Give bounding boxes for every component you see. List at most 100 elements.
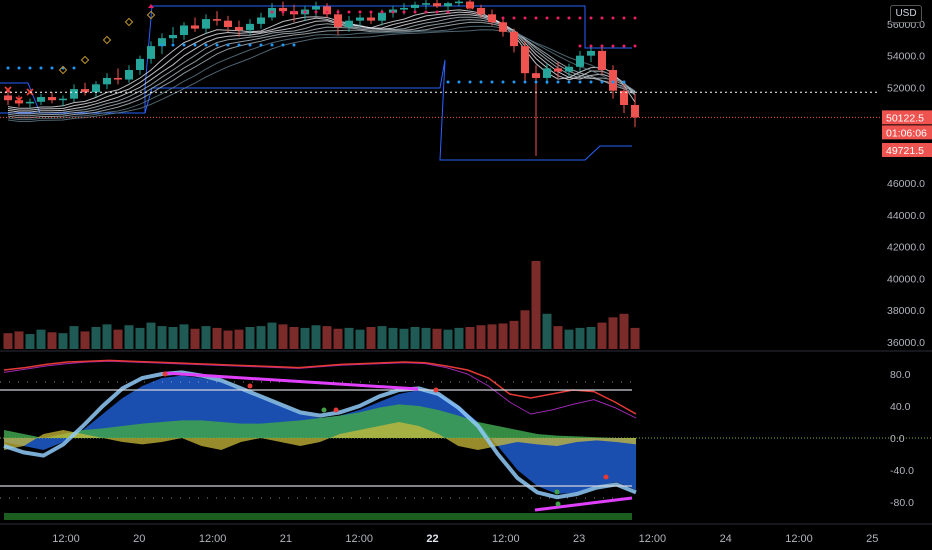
osc-tick-label: 40.0 [890, 401, 911, 413]
rsi-line [3, 359, 637, 415]
lower-channel [0, 59, 632, 161]
volume-bar [157, 326, 167, 349]
osc-tick-label: 0.0 [890, 433, 905, 445]
countdown-tag [882, 125, 932, 140]
volume-bar [267, 322, 277, 349]
signal-dot [567, 16, 571, 20]
signal-dot [347, 10, 351, 14]
signal-dot [578, 16, 582, 20]
volume-bar [443, 329, 453, 349]
signal-dot [501, 16, 505, 20]
last-price-text: 50122.5 [886, 112, 924, 124]
signal-dot [281, 10, 285, 14]
signal-dot [369, 10, 373, 14]
volume-bar [542, 313, 552, 349]
signal-dot [611, 16, 615, 20]
signal-dot [391, 10, 395, 14]
candle-body [521, 46, 529, 74]
signal-dot [259, 43, 263, 47]
volume-bar [25, 334, 35, 349]
candle-body [180, 25, 188, 35]
candle-body [213, 19, 221, 21]
candle-body [620, 90, 628, 105]
signal-dot [556, 80, 560, 84]
signal-dot [303, 10, 307, 14]
signal-dot [611, 80, 615, 84]
time-axis[interactable]: 12:00 20 12:00 21 12:00 22 12:00 23 12:00 24 12:00… [52, 533, 878, 545]
signal-dot [446, 10, 450, 14]
signal-dot [567, 80, 571, 84]
osc-signal-dot [321, 407, 327, 413]
volume-bar [333, 328, 343, 349]
ma-line-7 [7, 19, 636, 117]
time-tick-label: 20 [133, 533, 145, 545]
volume-bar [58, 333, 68, 349]
volume-bar [355, 329, 365, 349]
candle-body [576, 55, 584, 67]
candle-body [455, 1, 463, 4]
candle-body [444, 3, 452, 7]
signal-dot [325, 10, 329, 14]
time-tick-label: 25 [866, 533, 878, 545]
candle-body [565, 66, 573, 72]
volume-bar [234, 329, 244, 349]
candle-body [334, 14, 342, 28]
signal-markers [4, 2, 637, 104]
volume-bar [322, 326, 332, 349]
candle-body [400, 7, 408, 10]
ma-line-4 [7, 11, 636, 111]
price-tick-label: 36000.0 [887, 337, 925, 349]
price-tick-label: 44000.0 [887, 210, 925, 222]
triangle-marker [148, 4, 154, 8]
signal-dot [633, 44, 637, 48]
candle-body [246, 23, 254, 31]
signal-dot [182, 43, 186, 47]
signal-dot [292, 43, 296, 47]
signal-dot [622, 44, 626, 48]
ma-line-8 [7, 21, 636, 119]
volume-bar [311, 325, 321, 349]
signal-dot [39, 66, 43, 70]
time-tick-label: 12:00 [52, 533, 80, 545]
volume-bar [377, 326, 387, 349]
volume-bars [3, 261, 640, 349]
candle-body [499, 22, 507, 32]
signal-dot [215, 43, 219, 47]
diamond-marker [80, 55, 90, 65]
last-price-tag [882, 110, 932, 125]
signal-dot [578, 44, 582, 48]
ma-line-6 [7, 16, 636, 115]
signal-dot [534, 80, 538, 84]
candle-body [37, 97, 45, 102]
signal-dot [248, 43, 252, 47]
currency-button[interactable]: USD [890, 5, 922, 23]
sell-cross-marker [15, 96, 23, 104]
wave-trend-line [3, 370, 637, 500]
volume-bar [36, 329, 46, 349]
price-axis[interactable]: 56000.054000.052000.048000.046000.044000… [887, 19, 925, 349]
signal-dot [402, 10, 406, 14]
volume-bar [278, 324, 288, 349]
volume-bar [520, 310, 530, 349]
volume-bar [190, 328, 200, 349]
signal-dot [358, 10, 362, 14]
volume-bar [586, 327, 596, 349]
volume-bar [289, 327, 299, 349]
momentum-area [4, 422, 636, 450]
candle-body [191, 25, 199, 29]
candle-body [477, 7, 485, 15]
candle-body [532, 73, 540, 78]
oscillator-axis[interactable]: 80.0 40.0 0.0 -40.0 -80.0 [890, 369, 914, 509]
volume-bar [553, 326, 563, 349]
signal-dot [479, 80, 483, 84]
signal-dot [600, 16, 604, 20]
volume-bar [432, 328, 442, 349]
signal-dot [413, 10, 417, 14]
signal-dot [424, 10, 428, 14]
ma-line-10 [7, 25, 636, 121]
oscillator-panel[interactable] [0, 359, 932, 520]
price-tick-label: 42000.0 [887, 242, 925, 254]
candlesticks[interactable] [4, 0, 639, 156]
candle-body [488, 14, 496, 23]
